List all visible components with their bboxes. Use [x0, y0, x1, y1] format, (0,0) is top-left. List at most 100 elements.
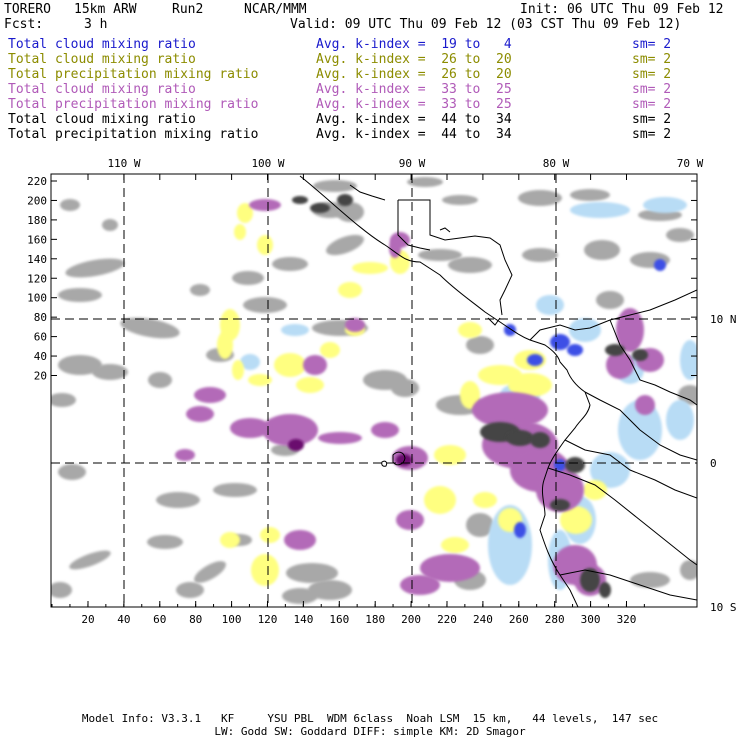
x-tick-label: 220 — [437, 613, 457, 626]
legend-field: Total precipitation mixing ratio — [8, 97, 259, 112]
gray-cloud-patch — [92, 364, 128, 380]
purple-patch — [606, 351, 634, 379]
y-tick-label: 80 — [34, 311, 47, 324]
legend-kindex: Avg. k-index = 26 to 20 — [316, 67, 512, 82]
gray-cloud-patch — [286, 563, 338, 583]
legend-field: Total cloud mixing ratio — [8, 112, 196, 127]
y-tick-label: 140 — [27, 253, 47, 266]
gray-cloud-patch — [570, 189, 610, 201]
axis-labels: 220 200 180 160 140 120 100 80 60 40 20 20 40 60 80 100… — [27, 157, 736, 626]
map-panel: 220 200 180 160 140 120 100 80 60 40 20 20 40 60 80 100… — [0, 150, 740, 640]
yellow-patch — [460, 381, 480, 409]
legend-field: Total precipitation mixing ratio — [8, 127, 259, 142]
legend-smoothing: sm= 2 — [632, 52, 672, 67]
x-tick-label: 160 — [329, 613, 349, 626]
lon-label: 100 W — [251, 157, 284, 170]
x-tick-label: 100 — [222, 613, 242, 626]
x-tick-label: 140 — [293, 613, 313, 626]
y-tick-label: 60 — [34, 331, 47, 344]
legend-kindex: Avg. k-index = 33 to 25 — [316, 97, 512, 112]
lightblue-patch — [240, 354, 260, 370]
gray-cloud-patch — [60, 199, 80, 211]
lon-label: 110 W — [107, 157, 140, 170]
yellow-patch — [232, 360, 244, 380]
purple-patch — [230, 418, 270, 438]
purple-patch — [420, 554, 480, 582]
model-name: TORERO — [4, 2, 51, 17]
purple-patch — [303, 355, 327, 375]
dark-cloud-core — [605, 344, 625, 356]
gray-cloud-patch — [272, 257, 308, 271]
gray-cloud-patch — [102, 219, 118, 231]
dark-cloud-core — [310, 203, 330, 213]
gray-cloud-patch — [407, 177, 443, 187]
gray-cloud-patch — [51, 582, 72, 598]
run-label: Run2 — [172, 2, 204, 17]
yellow-patch — [441, 537, 469, 553]
plot-frame — [50, 173, 698, 608]
purple-patch — [284, 530, 316, 550]
purple-patch — [175, 449, 195, 461]
gray-cloud-patch — [391, 379, 419, 397]
yellow-patch — [234, 224, 246, 240]
lat-label: 0 — [710, 457, 717, 470]
x-tick-label: 40 — [117, 613, 130, 626]
gray-cloud-patch — [448, 257, 492, 273]
y-tick-label: 180 — [27, 214, 47, 227]
legend-field: Total cloud mixing ratio — [8, 37, 196, 52]
lon-label: 70 W — [677, 157, 704, 170]
gray-cloud-patch — [58, 355, 102, 375]
purple-patches — [175, 199, 664, 596]
lon-label: 90 W — [399, 157, 426, 170]
x-tick-label: 260 — [509, 613, 529, 626]
legend-kindex: Avg. k-index = 44 to 34 — [316, 112, 512, 127]
valid-time: Valid: 09 UTC Thu 09 Feb 12 (03 CST Thu … — [290, 17, 682, 32]
gray-cloud-patch — [147, 535, 183, 549]
dark-cloud-core — [632, 349, 648, 361]
gray-cloud-patch — [442, 195, 478, 205]
purple-patch — [635, 395, 655, 415]
gray-cloud-patch — [194, 561, 226, 583]
gray-cloud-patch — [148, 372, 172, 388]
yellow-patch — [473, 492, 497, 508]
gray-cloud-patch — [282, 588, 318, 604]
lightblue-patch — [570, 202, 630, 218]
fcst-label: Fcst: — [4, 17, 44, 32]
yellow-patch — [434, 445, 466, 465]
x-tick-label: 180 — [365, 613, 385, 626]
lon-label: 80 W — [543, 157, 570, 170]
gray-cloud-patch — [243, 297, 287, 313]
gray-cloud-patch — [308, 580, 352, 600]
purple-patch — [318, 432, 362, 444]
purple-patch — [389, 238, 401, 258]
x-tick-label: 60 — [153, 613, 166, 626]
legend-field: Total precipitation mixing ratio — [8, 67, 259, 82]
yellow-patch — [296, 377, 324, 393]
yellow-patch — [257, 235, 273, 255]
yellow-patch — [560, 506, 592, 534]
yellow-patch — [424, 486, 456, 514]
dark-cloud-cores — [292, 194, 648, 598]
lat-lon-grid — [51, 174, 697, 607]
init-time: Init: 06 UTC Thu 09 Feb 12 — [520, 2, 724, 17]
legend-smoothing: sm= 2 — [632, 67, 672, 82]
dark-cloud-core — [337, 194, 353, 206]
y-tick-label: 100 — [27, 292, 47, 305]
gray-cloud-patch — [630, 572, 670, 588]
map-svg: 220 200 180 160 140 120 100 80 60 40 20 20 40 60 80 100… — [27, 157, 736, 626]
x-tick-label: 200 — [401, 613, 421, 626]
gray-cloud-patch — [120, 317, 180, 339]
center-label: NCAR/MMM — [244, 2, 307, 17]
yellow-patch — [338, 282, 362, 298]
lightblue-patch — [281, 324, 309, 336]
yellow-patch — [508, 373, 552, 397]
yellow-patch — [220, 532, 240, 548]
gray-cloud-patches — [51, 177, 697, 604]
x-tick-label: 280 — [545, 613, 565, 626]
dark-cloud-core — [565, 457, 585, 473]
lightblue-patch — [590, 452, 630, 488]
gray-cloud-patch — [58, 464, 86, 480]
dark-cloud-core — [599, 582, 611, 598]
gray-cloud-patch — [69, 550, 111, 570]
blue-patch — [527, 354, 543, 366]
